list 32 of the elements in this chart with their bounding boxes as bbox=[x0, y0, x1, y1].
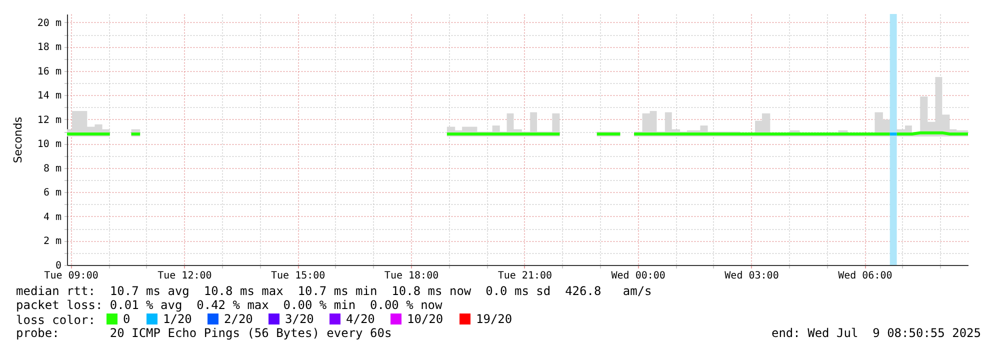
y-tick-label: 16 m bbox=[37, 66, 62, 78]
y-tick-label: 12 m bbox=[37, 114, 62, 126]
legend-label: 3/20 bbox=[285, 312, 314, 326]
legend-label: 0 bbox=[123, 312, 130, 326]
text: end: Wed Jul 9 08:50:55 2025 bbox=[771, 326, 981, 340]
x-tick-label: Wed 06:00 bbox=[838, 270, 892, 282]
text: packet loss: 0.01 % avg 0.42 % max 0.00 % min 0.00 % now bbox=[16, 298, 442, 312]
text: median rtt: 10.7 ms avg 10.8 ms max 10.7 ms min 10.8 ms now 0.0 ms sd 426.8 am/s bbox=[16, 284, 652, 298]
x-tick-label: Tue 18:00 bbox=[384, 270, 439, 282]
x-tick-label: Wed 03:00 bbox=[724, 270, 779, 282]
text: probe: 20 ICMP Echo Pings (56 Bytes) every 60s bbox=[16, 326, 392, 340]
x-tick-label: Tue 21:00 bbox=[498, 270, 552, 282]
y-tick-label: 8 m bbox=[43, 163, 62, 174]
legend-label: 2/20 bbox=[224, 312, 253, 326]
legend-label: 10/20 bbox=[407, 312, 444, 326]
y-tick-label: 6 m bbox=[43, 188, 62, 199]
x-tick-label: Tue 12:00 bbox=[158, 270, 212, 282]
y-tick-label: 18 m bbox=[37, 42, 62, 54]
legend-label: 1/20 bbox=[163, 312, 192, 326]
x-tick-label: Wed 00:00 bbox=[611, 270, 666, 282]
y-tick-label: 20 m bbox=[37, 18, 62, 29]
y-tick-label: 0 bbox=[55, 260, 62, 272]
y-tick-label: 2 m bbox=[43, 236, 62, 248]
y-axis-title: Seconds bbox=[11, 116, 24, 164]
y-tick-label: 14 m bbox=[37, 90, 62, 102]
y-tick-label: 4 m bbox=[43, 212, 62, 223]
x-tick-label: Tue 09:00 bbox=[44, 270, 98, 282]
legend-label: 19/20 bbox=[476, 312, 512, 326]
x-tick-label: Tue 15:00 bbox=[271, 270, 326, 282]
legend-label: 4/20 bbox=[346, 312, 375, 326]
y-tick-label: 10 m bbox=[37, 139, 62, 150]
legend-title: loss color: bbox=[16, 313, 96, 327]
